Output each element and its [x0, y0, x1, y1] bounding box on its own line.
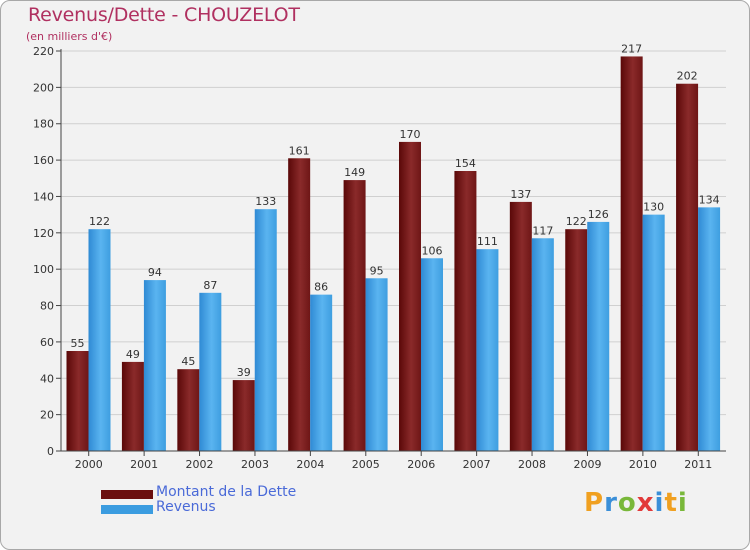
bar-revenus	[421, 258, 443, 451]
logo-letter: i	[677, 488, 688, 518]
logo-letter: i	[654, 488, 665, 518]
data-label-revenus: 86	[314, 281, 328, 294]
x-tick-label: 2003	[241, 458, 269, 471]
y-tick-label: 220	[33, 45, 54, 58]
data-label-revenus: 126	[588, 208, 609, 221]
data-label-revenus: 133	[255, 195, 276, 208]
bar-debt	[676, 83, 699, 452]
data-label-revenus: 95	[370, 264, 384, 277]
bar-revenus	[88, 229, 111, 451]
data-label-revenus: 134	[699, 193, 720, 206]
data-label-revenus: 122	[89, 215, 110, 228]
y-tick-label: 40	[40, 372, 54, 385]
bar-debt	[620, 56, 643, 452]
logo-letter: t	[664, 488, 678, 518]
bar-debt	[454, 171, 477, 451]
legend-swatch-debt	[101, 490, 153, 499]
bar-debt	[343, 180, 366, 451]
data-label-debt: 49	[126, 348, 140, 361]
bar-debt	[509, 201, 532, 451]
logo-letter: P	[584, 488, 605, 518]
logo-letter: o	[617, 488, 637, 518]
legend-swatch-revenus	[101, 505, 153, 514]
bar-debt	[288, 158, 311, 452]
y-tick-label: 60	[40, 336, 54, 349]
x-tick-label: 2000	[75, 458, 103, 471]
data-label-debt: 39	[237, 366, 251, 379]
bar-revenus	[143, 280, 166, 451]
chart-subtitle: (en milliers d'€)	[26, 30, 113, 43]
legend-label-revenus: Revenus	[156, 499, 216, 515]
data-label-revenus: 94	[148, 266, 162, 279]
x-tick-label: 2002	[186, 458, 214, 471]
data-label-debt: 154	[455, 157, 476, 170]
y-tick-label: 140	[33, 190, 54, 203]
bar-revenus	[531, 238, 554, 451]
data-label-revenus: 87	[203, 279, 217, 292]
chart-title: Revenus/Dette - CHOUZELOT	[28, 4, 300, 26]
bar-revenus	[254, 209, 277, 451]
data-label-revenus: 106	[422, 244, 443, 257]
data-label-debt: 170	[400, 128, 421, 141]
data-label-debt: 217	[621, 42, 642, 55]
data-label-debt: 202	[677, 70, 698, 83]
bar-debt	[177, 369, 200, 451]
y-tick-label: 80	[40, 300, 54, 313]
bar-revenus	[310, 294, 333, 451]
x-tick-label: 2006	[407, 458, 435, 471]
data-label-debt: 161	[289, 144, 310, 157]
data-label-debt: 149	[344, 166, 365, 179]
y-tick-label: 20	[40, 409, 54, 422]
bar-debt	[399, 141, 421, 451]
x-tick-label: 2008	[518, 458, 546, 471]
data-label-debt: 55	[71, 337, 85, 350]
y-tick-label: 0	[47, 445, 54, 458]
x-tick-label: 2010	[629, 458, 657, 471]
proxiti-logo: Proxiti	[584, 488, 688, 518]
data-label-debt: 45	[181, 355, 195, 368]
bar-revenus	[642, 214, 665, 451]
data-label-revenus: 130	[643, 201, 664, 214]
y-tick-label: 160	[33, 154, 54, 167]
x-tick-label: 2009	[573, 458, 601, 471]
y-tick-label: 180	[33, 118, 54, 131]
data-label-revenus: 111	[477, 235, 498, 248]
y-tick-label: 200	[33, 81, 54, 94]
y-tick-label: 120	[33, 227, 54, 240]
x-tick-label: 2001	[130, 458, 158, 471]
bar-revenus	[476, 249, 499, 451]
bar-revenus	[587, 221, 610, 451]
bar-debt	[232, 380, 255, 451]
bar-revenus	[365, 278, 388, 451]
y-tick-label: 100	[33, 263, 54, 276]
logo-letter: r	[604, 488, 618, 518]
bar-debt	[66, 351, 89, 451]
bar-revenus	[199, 292, 222, 451]
logo-letter: x	[636, 488, 655, 518]
x-tick-label: 2011	[684, 458, 712, 471]
x-tick-label: 2007	[463, 458, 491, 471]
x-tick-label: 2005	[352, 458, 380, 471]
legend-label-debt: Montant de la Dette	[156, 484, 297, 500]
data-label-debt: 137	[510, 188, 531, 201]
data-label-revenus: 117	[532, 224, 553, 237]
data-label-debt: 122	[566, 215, 587, 228]
bar-revenus	[698, 207, 721, 451]
x-tick-label: 2004	[296, 458, 324, 471]
bar-debt	[565, 229, 588, 451]
bar-debt	[121, 361, 144, 451]
